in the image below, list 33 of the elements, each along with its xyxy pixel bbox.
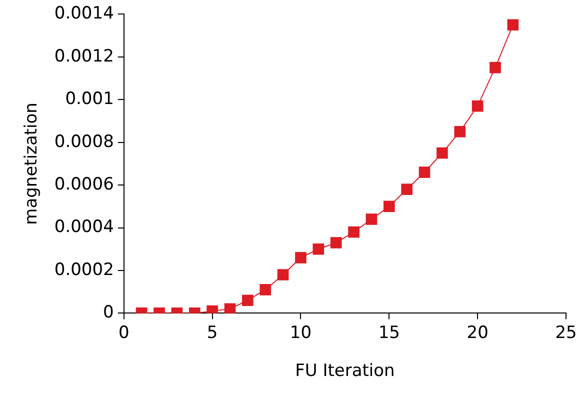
point	[312, 243, 324, 255]
point	[348, 226, 360, 238]
point	[383, 200, 395, 212]
y-tick-label: 0.0004	[54, 217, 114, 238]
x-tick-label: 15	[378, 322, 400, 343]
point	[436, 147, 448, 159]
point	[454, 126, 466, 138]
x-tick-label: 0	[118, 322, 130, 343]
point	[366, 214, 378, 225]
point	[295, 252, 306, 264]
y-tick-label: 0	[103, 302, 114, 323]
point	[242, 294, 254, 306]
y-tick-label: 0.0012	[54, 46, 114, 66]
point	[418, 166, 430, 178]
point	[472, 100, 484, 112]
y-axis-title: magnetization	[22, 102, 42, 225]
point	[260, 284, 272, 296]
x-axis-title: FU Iteration	[295, 361, 395, 382]
point	[224, 303, 236, 314]
point	[330, 237, 342, 248]
x-tick-label: 20	[466, 322, 488, 343]
x-tick-label: 25	[555, 322, 577, 343]
y-tick-label: 0.0008	[54, 132, 114, 152]
y-tick-label: 0.001	[65, 89, 114, 110]
x-tick-label: 10	[290, 322, 312, 343]
y-tick-label: 0.0002	[54, 260, 114, 280]
point	[277, 269, 289, 280]
point	[507, 19, 519, 31]
x-tick-label: 5	[206, 322, 218, 343]
point	[401, 184, 412, 195]
y-tick-label: 0.0014	[54, 4, 114, 24]
y-tick-label: 0.0006	[54, 174, 114, 194]
point	[490, 62, 501, 74]
